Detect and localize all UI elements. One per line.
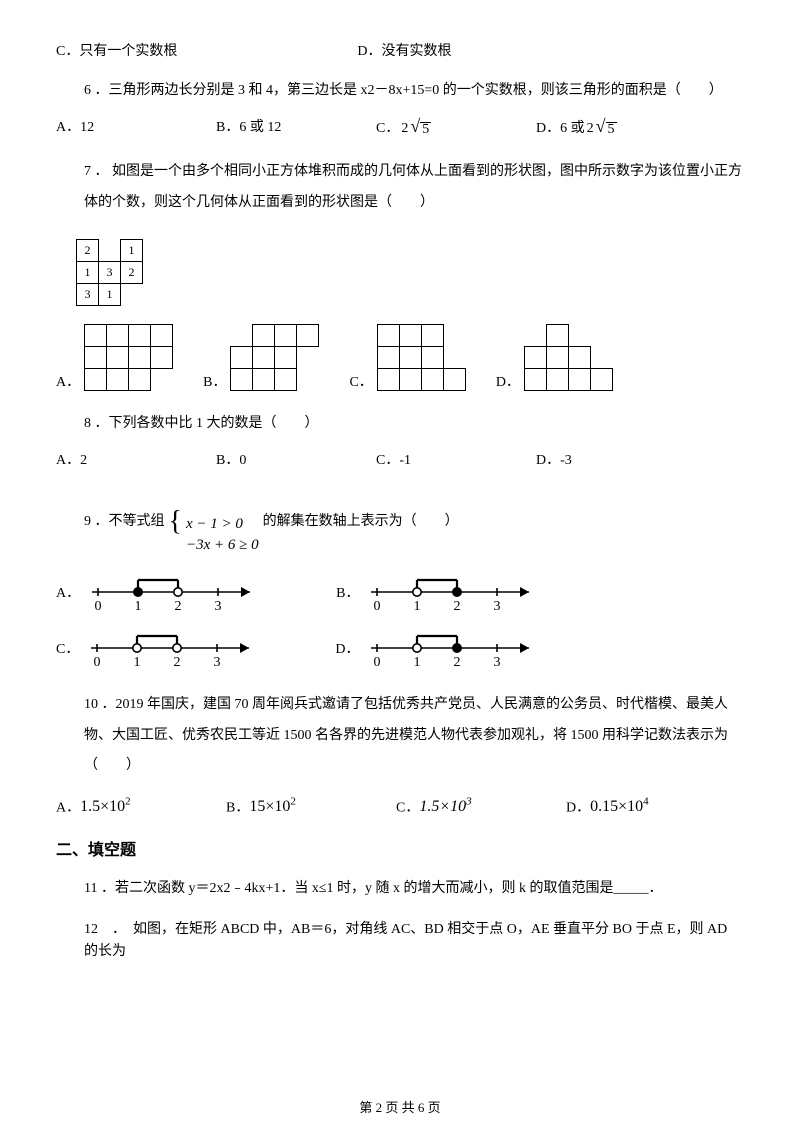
brace-icon: { [169,514,182,531]
q9-system: x − 1 > 0 −3x + 6 ≥ 0 [186,489,259,555]
svg-text:3: 3 [494,599,501,614]
svg-text:1: 1 [414,599,421,614]
q8-c: C．-1 [376,449,536,469]
q6-b: B．6 或 12 [216,116,376,137]
q10-text: 10 ．2019 年国庆，建国 70 周年阅兵式邀请了包括优秀共产党员、人民满意… [56,690,744,782]
question-11: 11 ．若二次函数 y＝2x2﹣4kx+1．当 x≤1 时，y 随 x 的增大而… [56,878,744,900]
q7-b-label: B． [203,375,226,390]
svg-text:3: 3 [494,655,501,670]
q7-top-grid: 21 132 31 [76,239,143,306]
q9-c-label: C． [56,638,79,658]
q7-opt-a: A． [56,324,173,391]
q9-a-label: A． [56,582,80,602]
section-2-title: 二、填空题 [56,836,744,860]
svg-text:1: 1 [135,599,142,614]
svg-text:1: 1 [414,655,421,670]
q6-c: C． 2 √5 [376,116,536,137]
q9-row1: A． 0 1 2 3 B． 0 1 2 3 [56,570,744,614]
question-12: 12 ． 如图，在矩形 ABCD 中，AB＝6，对角线 AC、BD 相交于点 O… [56,919,744,964]
q6-c-rad: 5 [420,122,431,137]
q9-prefix: 9 ．不等式组 [84,511,165,533]
svg-text:1: 1 [134,655,141,670]
q7-text: 7 ． 如图是一个由多个相同小正方体堆积而成的几何体从上面看到的形状图，图中所示… [56,157,744,219]
q6-d: D．6 或 2 √5 [536,116,617,137]
q6-a: A．12 [56,116,216,137]
q6-d-rad: 5 [606,122,617,137]
q9-suffix: 的解集在数轴上表示为（ ） [263,511,459,533]
q6-text: 6 ．三角形两边长分别是 3 和 4，第三边长是 x2－8x+15=0 的一个实… [56,80,744,102]
svg-text:2: 2 [454,599,461,614]
svg-text:3: 3 [215,599,222,614]
svg-text:2: 2 [175,599,182,614]
q7-c-label: C． [349,375,372,390]
question-9: 9 ．不等式组 { x − 1 > 0 −3x + 6 ≥ 0 的解集在数轴上表… [56,489,744,669]
page-footer: 第 2 页 共 6 页 [0,1097,800,1116]
q7-options: A． B． C． D． [56,324,744,391]
question-6: 6 ．三角形两边长分别是 3 和 4，第三边长是 x2－8x+15=0 的一个实… [56,80,744,137]
sqrt-icon: √5 [410,116,431,137]
opt-d: D．没有实数根 [357,40,457,60]
q10-b: B．15×102 [226,796,396,816]
q7-a-label: A． [56,375,80,390]
svg-text:0: 0 [374,655,381,670]
q8-b: B．0 [216,449,376,469]
question-7: 7 ． 如图是一个由多个相同小正方体堆积而成的几何体从上面看到的形状图，图中所示… [56,157,744,391]
q8-text: 8 ．下列各数中比 1 大的数是（ ） [56,413,744,435]
svg-text:0: 0 [95,599,102,614]
q9-stem: 9 ．不等式组 { x − 1 > 0 −3x + 6 ≥ 0 的解集在数轴上表… [56,489,744,555]
q9-row2: C． 0 1 2 3 D． 0 1 2 3 [56,626,744,670]
svg-text:2: 2 [174,655,181,670]
svg-text:0: 0 [94,655,101,670]
q9-opt-c: C． 0 1 2 3 [56,626,275,670]
q9-opt-a: A． 0 1 2 3 [56,570,276,614]
question-8: 8 ．下列各数中比 1 大的数是（ ） A．2 B．0 C．-1 D．-3 [56,413,744,469]
q10-c: C．1.5×103 [396,796,566,816]
q-prev-choices: C．只有一个实数根 D．没有实数根 [56,40,744,60]
q6-c-coef: 2 [401,121,408,137]
q6-d-prefix: D．6 或 [536,117,585,137]
question-10: 10 ．2019 年国庆，建国 70 周年阅兵式邀请了包括优秀共产党员、人民满意… [56,690,744,817]
q7-opt-c: C． [349,324,465,391]
q9-d-label: D． [335,638,359,658]
svg-text:2: 2 [454,655,461,670]
q7-opt-d: D． [496,324,613,391]
q9-opt-b: B． 0 1 2 3 [336,570,555,614]
q6-d-coef: 2 [587,121,594,137]
q7-d-label: D． [496,375,520,390]
q9-ineq2: −3x + 6 ≥ 0 [186,535,259,556]
q8-a: A．2 [56,449,216,469]
q7-opt-b: B． [203,324,319,391]
q8-d: D．-3 [536,449,572,469]
q9-ineq1: x − 1 > 0 [186,514,259,535]
q9-b-label: B． [336,582,359,602]
q10-d: D．0.15×104 [566,796,649,816]
sqrt-icon: √5 [596,116,617,137]
svg-text:3: 3 [214,655,221,670]
q6-c-prefix: C． [376,117,399,137]
q9-opt-d: D． 0 1 2 3 [335,626,555,670]
q10-a: A．1.5×102 [56,796,226,816]
opt-c: C．只有一个实数根 [56,40,177,60]
svg-text:0: 0 [374,599,381,614]
